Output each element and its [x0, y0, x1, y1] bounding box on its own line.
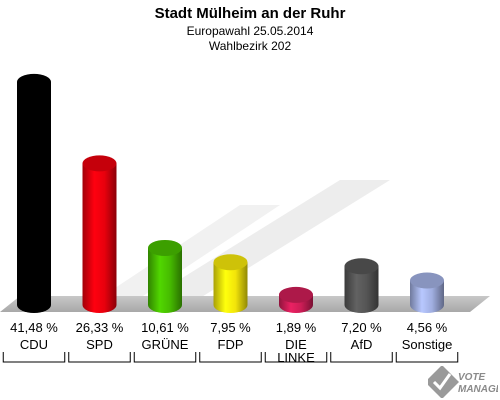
category-label-cdu: CDU: [20, 337, 48, 352]
bar-spd: [82, 155, 117, 313]
value-label-cdu: 41,48 %: [10, 320, 58, 335]
bar-cdu: [17, 73, 51, 313]
category-label-spd: SPD: [86, 337, 113, 352]
value-label-spd: 26,33 %: [76, 320, 124, 335]
category-label-sonstige: Sonstige: [402, 337, 453, 352]
value-label-sonstige: 4,56 %: [407, 320, 448, 335]
category-bracket-cdu: [2, 352, 66, 363]
bar-sonstige: [410, 272, 444, 313]
bar-body-cdu: [17, 81, 51, 313]
bar-body-spd: [82, 163, 117, 313]
category-label-gr-ne: GRÜNE: [142, 337, 189, 352]
bar-fdp: [213, 254, 248, 313]
vote-manager-logo: VOTE MANAGER: [428, 366, 498, 398]
category-bracket-die-linke: [264, 352, 328, 363]
logo-text-line1: VOTE: [458, 372, 486, 383]
backdrop-shadow-2: [100, 205, 280, 298]
category-bracket-fdp: [199, 352, 262, 363]
category-label-afd: AfD: [351, 337, 373, 352]
bar-top-sonstige: [410, 272, 444, 289]
bar-top-gr-ne: [148, 239, 182, 256]
category-bracket-spd: [68, 352, 131, 363]
value-label-die-linke: 1,89 %: [276, 320, 317, 335]
category-label-die-linke-line1: DIE: [285, 337, 307, 352]
value-label-afd: 7,20 %: [341, 320, 382, 335]
bar-body-gr-ne: [148, 247, 182, 313]
logo-text-line2: MANAGER: [458, 384, 498, 395]
bar-body-sonstige: [410, 280, 444, 313]
chart-subtitle-election: Europawahl 25.05.2014: [187, 24, 314, 38]
category-label-die-linke-line2: LINKE: [277, 350, 315, 365]
category-label-fdp: FDP: [218, 337, 244, 352]
value-label-gr-ne: 10,61 %: [141, 320, 189, 335]
backdrop-shadow: [150, 180, 390, 298]
value-labels-group: 41,48 % 26,33 % 10,61 % 7,95 % 1,89 % 7,20 % 4…: [10, 320, 448, 335]
bar-top-afd: [344, 258, 379, 275]
chart-title: Stadt Mülheim an der Ruhr: [155, 5, 346, 22]
category-bracket-afd: [330, 352, 393, 363]
bar-top-fdp: [213, 254, 248, 271]
bar-afd: [344, 258, 379, 313]
category-bracket-gr-ne: [133, 352, 197, 363]
bar-body-afd: [344, 266, 379, 313]
bar-top-die-linke: [279, 286, 313, 303]
chart-subtitle-district: Wahlbezirk 202: [209, 39, 292, 53]
bar-gr-ne: [148, 239, 182, 313]
bar-top-cdu: [17, 73, 51, 90]
logo-mark-icon: [428, 366, 459, 398]
bar-body-fdp: [213, 262, 248, 313]
value-label-fdp: 7,95 %: [210, 320, 251, 335]
category-brackets-group: [2, 352, 459, 363]
category-bracket-sonstige: [395, 352, 459, 363]
bar-die-linke: [279, 286, 313, 313]
bar-top-spd: [82, 155, 117, 172]
bars-group: [17, 73, 444, 313]
